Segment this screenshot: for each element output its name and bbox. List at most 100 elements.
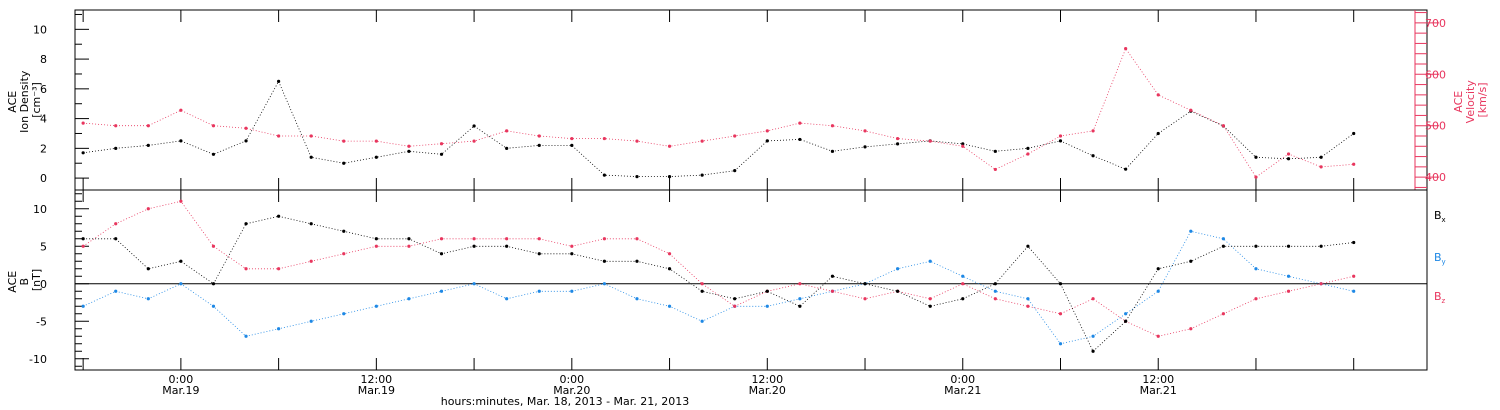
velocity-point [179, 108, 183, 112]
by-point [928, 259, 932, 263]
velocity-axis-label: ACE Velocity [km/s] [1452, 77, 1489, 124]
by-point [993, 289, 997, 293]
bz-point [667, 252, 672, 256]
by-trace [82, 230, 1354, 345]
density-y-tick-label: 6 [40, 83, 47, 96]
field-y-tick-label: -5 [36, 315, 47, 328]
density-point [1286, 157, 1291, 161]
density-panel-frame [74, 9, 1428, 191]
density-point [309, 155, 313, 159]
field-y-tick-label: 5 [40, 240, 47, 253]
x-tick-date-label: Mar.19 [162, 384, 199, 397]
bz-point [1026, 304, 1030, 308]
x-tick-date-label: Mar.20 [749, 384, 786, 397]
legend-by-base: B [1434, 251, 1442, 264]
density-point [146, 143, 150, 147]
bz-point [733, 304, 737, 308]
bz-point [277, 267, 281, 271]
by-point [374, 304, 378, 308]
x-axis-title: hours:minutes, Mar. 18, 2013 - Mar. 21, … [441, 395, 690, 408]
legend-by: By [1434, 251, 1446, 266]
by-point [505, 297, 509, 301]
bx-trace [83, 215, 1354, 352]
bx-point [700, 289, 704, 293]
density-point [798, 137, 802, 142]
density-y-tick-label: 8 [40, 53, 47, 66]
density-axis-label: ACE Ion Density [cm⁻³] [6, 67, 43, 133]
density-point [374, 155, 378, 159]
velocity-point [1319, 165, 1323, 169]
bx-point [1058, 282, 1063, 286]
velocity-point [505, 129, 509, 133]
bx-point [765, 289, 769, 293]
field-y-tick-label: 0 [40, 278, 47, 291]
density-point [1026, 146, 1030, 150]
x-tick-time-label: 0:00 [950, 373, 975, 386]
field-x-ticks [82, 190, 1355, 370]
by-point [1124, 312, 1128, 316]
by-point [342, 312, 346, 316]
density-trace [83, 80, 1354, 178]
x-tick-time-label: 0:00 [559, 373, 584, 386]
by-point [570, 289, 574, 293]
bz-point [993, 297, 997, 301]
velocity-point [1254, 175, 1258, 179]
density-point [277, 79, 281, 84]
density-point [635, 175, 639, 179]
velocity-axis-label-line1: ACE [1452, 91, 1465, 113]
velocity-point [342, 139, 346, 143]
legend-bz: Bz [1434, 290, 1446, 305]
field-legend: Bx By Bz [1434, 209, 1446, 305]
x-tick-date-label: Mar.21 [1140, 384, 1177, 397]
by-point [114, 289, 118, 293]
x-tick-time-label: 12:00 [360, 373, 392, 386]
legend-by-sub: y [1442, 258, 1446, 266]
density-y-ticks: 0 2 4 6 8 10 [33, 13, 89, 185]
velocity-point [830, 124, 835, 128]
velocity-point [114, 124, 118, 128]
x-tick-time-label: 0:00 [169, 373, 194, 386]
density-point [602, 173, 606, 177]
field-axis-label-line3: [nT] [30, 269, 43, 291]
by-point [896, 267, 900, 271]
by-point [1189, 229, 1193, 233]
bx-point [733, 297, 737, 301]
velocity-point [407, 144, 411, 148]
density-point [472, 124, 476, 128]
bx-point [1352, 240, 1356, 245]
by-point [1352, 289, 1356, 293]
velocity-axis-label-line2: Velocity [1464, 80, 1477, 124]
bz-point [1352, 274, 1356, 278]
legend-bx-base: B [1434, 209, 1442, 222]
velocity-point [733, 134, 737, 138]
x-tick-time-label: 12:00 [751, 373, 783, 386]
density-point [342, 161, 346, 165]
velocity-point [244, 126, 248, 130]
bx-point [244, 222, 248, 226]
velocity-point [472, 139, 476, 143]
bz-point [961, 282, 965, 286]
bx-point [114, 237, 118, 241]
density-point [1352, 131, 1356, 136]
velocity-point [1189, 108, 1193, 112]
legend-bz-base: B [1434, 290, 1442, 303]
velocity-point [374, 139, 378, 143]
density-point [1254, 155, 1258, 159]
velocity-y-ticks: 400 500 600 700 [1414, 10, 1446, 190]
field-y-tick-label: -10 [29, 353, 47, 366]
bz-point [1058, 312, 1063, 316]
density-point [114, 146, 118, 150]
velocity-point [1026, 152, 1030, 156]
x-tick-date-label: Mar.19 [358, 384, 395, 397]
density-y-tick-label: 2 [40, 142, 47, 155]
bx-point [1091, 349, 1095, 353]
density-axis-label-line1: ACE [6, 91, 19, 113]
density-y-tick-label: 4 [40, 113, 47, 126]
velocity-point [537, 134, 541, 138]
field-axis-label: ACE B [nT] [6, 267, 43, 292]
bx-point [1221, 244, 1225, 248]
velocity-point [961, 144, 965, 148]
bx-point [863, 282, 867, 286]
bx-point [277, 214, 281, 218]
by-point [439, 289, 444, 293]
